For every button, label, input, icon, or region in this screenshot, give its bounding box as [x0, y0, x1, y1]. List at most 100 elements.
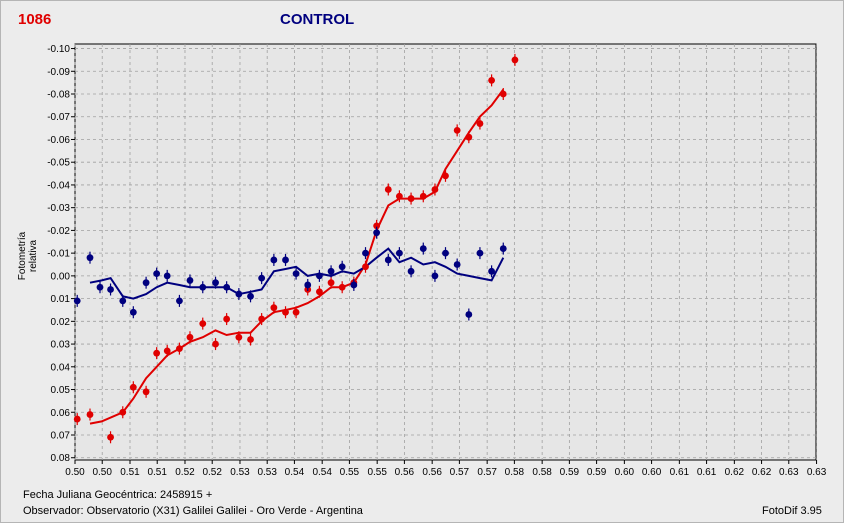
y-tick-label: 0.03: [51, 340, 71, 351]
control-point: [96, 283, 104, 291]
star-id-label: 1086: [18, 11, 52, 28]
control-point: [86, 254, 94, 262]
target-point: [270, 304, 278, 312]
y-tick-label: 0.01: [51, 294, 71, 305]
control-point: [442, 249, 449, 257]
x-tick-label: 0.51: [147, 467, 167, 478]
x-tick-label: 0.57: [477, 467, 497, 478]
target-point: [142, 388, 150, 396]
target-point: [488, 76, 496, 84]
target-point: [212, 340, 219, 348]
x-tick-label: 0.63: [779, 467, 799, 478]
target-point: [73, 415, 81, 423]
control-point: [384, 256, 392, 264]
target-point: [235, 333, 243, 341]
y-tick-label: -0.10: [47, 44, 70, 55]
control-point: [395, 249, 403, 257]
x-axis-label: Fecha Juliana Geocéntrica: 2458915 +: [23, 489, 213, 501]
target-point: [129, 383, 137, 391]
x-axis-ticks: 0.50 0.50 0.51 0.51 0.52 0.52 0.53 0.53 0.54 0.54…: [65, 460, 827, 478]
x-tick-label: 0.59: [560, 467, 580, 478]
x-tick-label: 0.56: [395, 467, 415, 478]
y-tick-label: 0.07: [51, 430, 71, 441]
target-point: [453, 126, 461, 134]
target-point: [86, 411, 94, 418]
y-tick-label: 0.08: [51, 453, 71, 464]
y-tick-label: -0.02: [47, 226, 70, 237]
x-tick-label: 0.62: [725, 467, 745, 478]
target-point: [395, 192, 403, 200]
control-point: [223, 283, 231, 291]
x-tick-label: 0.53: [257, 467, 277, 478]
control-point: [129, 308, 137, 316]
control-point: [282, 256, 289, 264]
target-point: [499, 90, 507, 98]
target-point: [153, 349, 161, 357]
control-point: [407, 267, 415, 275]
x-tick-label: 0.63: [807, 467, 827, 478]
observer-label: Observador: Observatorio (X31) Galilei G…: [23, 505, 363, 517]
y-tick-label: -0.07: [47, 112, 70, 123]
target-point: [419, 192, 427, 200]
x-tick-label: 0.50: [92, 467, 112, 478]
control-point: [212, 279, 219, 287]
target-point: [247, 336, 254, 343]
y-tick-label: -0.09: [47, 67, 70, 78]
x-tick-label: 0.51: [120, 467, 140, 478]
target-point: [199, 320, 207, 328]
y-tick-label: -0.05: [47, 158, 70, 169]
control-point: [431, 272, 439, 280]
target-point: [384, 186, 392, 193]
control-point: [73, 297, 81, 305]
control-point: [153, 270, 161, 277]
target-point: [327, 279, 335, 287]
x-tick-label: 0.53: [230, 467, 250, 478]
control-point: [186, 277, 194, 284]
x-tick-label: 0.52: [175, 467, 195, 478]
control-point: [247, 292, 254, 300]
y-tick-label: -0.04: [47, 180, 70, 191]
control-point: [350, 281, 358, 289]
target-point: [292, 308, 300, 316]
control-point: [453, 261, 461, 268]
control-point: [119, 297, 127, 305]
control-point: [362, 249, 369, 257]
control-point: [316, 272, 323, 280]
x-tick-label: 0.55: [367, 467, 387, 478]
control-point: [107, 286, 114, 293]
target-point: [186, 333, 194, 341]
target-point: [407, 195, 415, 202]
y-tick-label: 0.04: [51, 362, 71, 373]
control-point: [142, 279, 150, 287]
x-tick-label: 0.56: [422, 467, 442, 478]
y-tick-label: 0.06: [51, 408, 71, 419]
control-point: [292, 270, 300, 277]
target-point: [431, 186, 439, 193]
x-tick-label: 0.54: [312, 467, 332, 478]
x-tick-label: 0.59: [587, 467, 607, 478]
x-tick-label: 0.50: [65, 467, 85, 478]
control-point: [338, 263, 346, 271]
target-point: [119, 408, 127, 416]
target-point: [223, 315, 231, 323]
control-point: [419, 245, 427, 252]
control-smooth-line: [89, 247, 505, 300]
y-axis-ticks: -0.10 -0.09 -0.08 -0.07 -0.06 -0.05 -0.04 -0.03…: [47, 44, 75, 464]
target-point: [465, 133, 473, 141]
target-point: [258, 315, 266, 323]
target-point: [511, 56, 519, 64]
x-tick-label: 0.60: [615, 467, 635, 478]
control-point: [499, 245, 507, 252]
y-tick-label: 0.00: [51, 271, 71, 282]
target-point: [176, 345, 183, 353]
target-point: [476, 120, 484, 127]
x-tick-label: 0.57: [450, 467, 470, 478]
target-point: [282, 308, 289, 316]
control-point: [270, 256, 278, 264]
x-tick-label: 0.54: [285, 467, 305, 478]
x-tick-label: 0.58: [505, 467, 525, 478]
x-tick-label: 0.52: [202, 467, 222, 478]
software-label: FotoDif 3.95: [762, 505, 822, 517]
chart-title: CONTROL: [280, 11, 355, 28]
